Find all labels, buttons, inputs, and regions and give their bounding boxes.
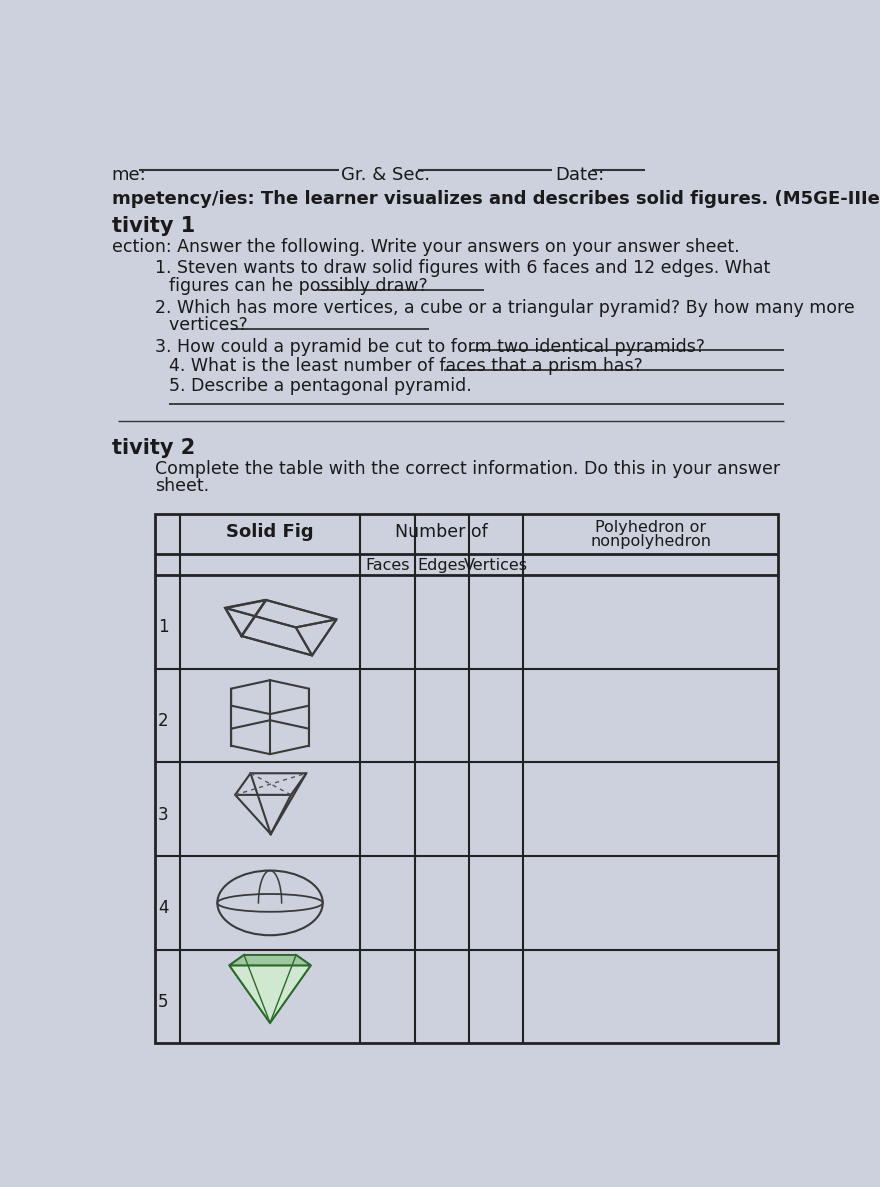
Text: 2. Which has more vertices, a cube or a triangular pyramid? By how many more: 2. Which has more vertices, a cube or a … (155, 299, 854, 317)
Polygon shape (270, 956, 311, 1023)
Text: 3. How could a pyramid be cut to form two identical pyramids?: 3. How could a pyramid be cut to form tw… (155, 338, 710, 356)
Text: mpetency/ies: The learner visualizes and describes solid figures. (M5GE-IIIe-25: mpetency/ies: The learner visualizes and… (112, 190, 880, 208)
Text: nonpolyhedron: nonpolyhedron (590, 534, 711, 548)
Text: Number of: Number of (395, 522, 488, 541)
Text: Polyhedron or: Polyhedron or (595, 520, 706, 534)
Text: vertices?: vertices? (169, 317, 253, 335)
Polygon shape (230, 965, 311, 1023)
Text: tivity 1: tivity 1 (112, 216, 194, 235)
Text: Complete the table with the correct information. Do this in your answer: Complete the table with the correct info… (155, 459, 780, 477)
Text: 1: 1 (158, 618, 169, 636)
Text: Vertices: Vertices (464, 558, 528, 573)
Polygon shape (230, 956, 270, 1023)
Text: me:: me: (112, 165, 146, 184)
Text: Edges: Edges (417, 558, 466, 573)
Text: Faces: Faces (365, 558, 410, 573)
Text: 4: 4 (158, 900, 169, 918)
Text: 3: 3 (158, 806, 169, 824)
Text: tivity 2: tivity 2 (112, 438, 194, 458)
Text: figures can he possibly draw?: figures can he possibly draw? (169, 278, 433, 296)
Text: 5. Describe a pentagonal pyramid.: 5. Describe a pentagonal pyramid. (169, 376, 472, 394)
Text: sheet.: sheet. (155, 477, 209, 495)
Text: 4. What is the least number of faces that a prism has?: 4. What is the least number of faces tha… (169, 357, 649, 375)
Text: 2: 2 (158, 712, 169, 730)
Text: Gr. & Sec.: Gr. & Sec. (341, 165, 430, 184)
Polygon shape (230, 956, 311, 965)
Text: 1. Steven wants to draw solid figures with 6 faces and 12 edges. What: 1. Steven wants to draw solid figures wi… (155, 260, 770, 278)
Text: 5: 5 (158, 992, 169, 1011)
Bar (155, 514, 778, 1043)
Text: Solid Fig: Solid Fig (226, 522, 314, 541)
Text: ection: Answer the following. Write your answers on your answer sheet.: ection: Answer the following. Write your… (112, 237, 739, 256)
Text: Date:: Date: (555, 165, 604, 184)
